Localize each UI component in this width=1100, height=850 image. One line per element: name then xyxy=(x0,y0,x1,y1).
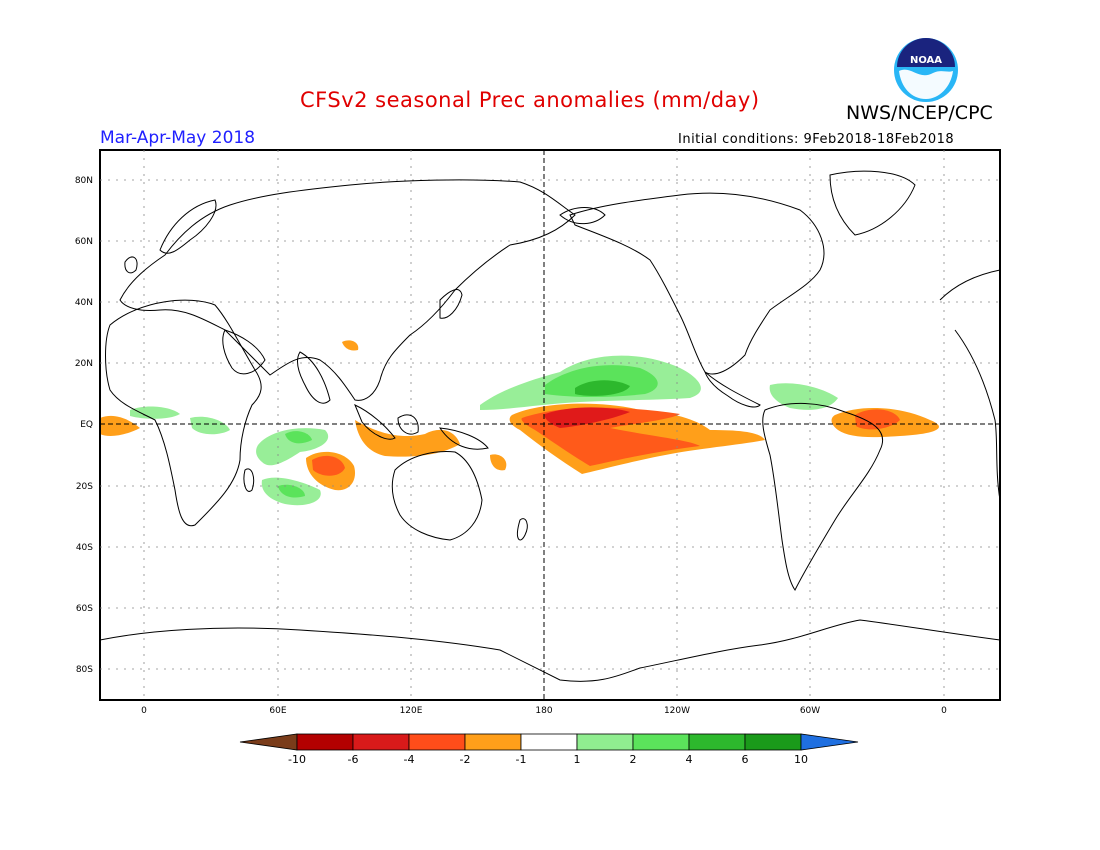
colorbar-label: -10 xyxy=(288,753,306,766)
indian-ocean-wet-core2 xyxy=(278,484,305,498)
colorbar-swatch xyxy=(464,733,522,751)
lon-label: 0 xyxy=(941,706,947,716)
india-coast xyxy=(297,351,331,404)
africa-west-dry xyxy=(100,415,140,436)
colorbar-label: 2 xyxy=(630,753,637,766)
east-africa-wet xyxy=(130,406,180,419)
gridlines xyxy=(100,150,1000,700)
europe-wrap-coast xyxy=(939,269,1001,301)
colorbar-label: 6 xyxy=(742,753,749,766)
pacific-wet-mid xyxy=(545,365,658,397)
colorbar-label: -6 xyxy=(348,753,359,766)
madagascar-coast xyxy=(243,468,255,492)
lat-label: 80S xyxy=(76,665,93,675)
colorbar-arrow-right xyxy=(800,733,859,751)
south-america-coast xyxy=(762,403,883,591)
africa-coast xyxy=(105,299,262,527)
atlantic-dry-core xyxy=(855,409,900,430)
initial-conditions-label: Initial conditions: 9Feb2018-18Feb2018 xyxy=(678,132,955,147)
antarctica-coast xyxy=(99,619,1001,682)
indian-ocean-wet-core xyxy=(285,431,312,444)
uk-coast xyxy=(124,256,138,274)
colorbar-swatch xyxy=(352,733,410,751)
colorbar-label: -2 xyxy=(460,753,471,766)
lon-label: 0 xyxy=(141,706,147,716)
lat-label: EQ xyxy=(80,420,93,430)
lon-label: 60E xyxy=(269,706,286,716)
noaa-logo-text: NOAA xyxy=(910,55,942,66)
colorbar-label: 4 xyxy=(686,753,693,766)
indian-ocean-wet-2 xyxy=(261,477,321,506)
agency-label: NWS/NCEP/CPC xyxy=(846,102,993,124)
borneo-coast xyxy=(397,414,419,435)
colorbar-swatch xyxy=(744,733,802,751)
colorbar-swatch xyxy=(632,733,690,751)
lat-labels: 80N 60N 40N 20N EQ 20S 40S 60S 80S xyxy=(75,176,93,675)
noaa-logo: NOAA xyxy=(894,38,958,102)
lat-label: 60S xyxy=(76,604,93,614)
lon-label: 60W xyxy=(800,706,820,716)
bay-bengal-dry xyxy=(342,340,359,351)
lat-label: 80N xyxy=(75,176,93,186)
africa-wrap-coast xyxy=(954,329,1001,501)
alaska-coast xyxy=(559,207,606,225)
arabia-coast xyxy=(222,329,266,375)
eurasia-coast xyxy=(119,179,576,401)
sw-pacific-dry xyxy=(490,454,507,471)
australia-coast xyxy=(391,451,483,541)
indian-ocean-dry-core xyxy=(312,455,345,476)
colorbar-labels: -10 -6 -4 -2 -1 1 2 4 6 10 xyxy=(288,753,808,766)
pacific-dry-mid xyxy=(521,407,700,466)
lat-label: 20S xyxy=(76,482,93,492)
colorbar-swatch xyxy=(688,733,746,751)
anomaly-shading xyxy=(100,340,939,506)
lon-label: 180 xyxy=(535,706,552,716)
map-frame xyxy=(99,149,1001,701)
lat-label: 60N xyxy=(75,237,93,247)
lat-label: 20N xyxy=(75,359,93,369)
lon-label: 120E xyxy=(400,706,423,716)
atlantic-dry-outer xyxy=(831,407,939,438)
coastlines xyxy=(99,170,1001,682)
equatorial-wet-west xyxy=(190,416,230,435)
colorbar-label: -1 xyxy=(516,753,527,766)
colorbar-swatch xyxy=(520,733,578,751)
lon-label: 120W xyxy=(664,706,690,716)
colorbar-swatch xyxy=(296,733,354,751)
lat-label: 40S xyxy=(76,543,93,553)
colorbar-arrow-left xyxy=(239,733,298,751)
season-label: Mar-Apr-May 2018 xyxy=(100,128,256,148)
colorbar-label: -4 xyxy=(404,753,415,766)
indian-ocean-dry-outer xyxy=(306,451,356,491)
maritime-dry xyxy=(355,420,460,457)
caribbean-wet xyxy=(769,383,838,410)
pacific-wet-core xyxy=(575,380,630,396)
pacific-dry-outer xyxy=(509,403,765,474)
pacific-dry-core xyxy=(544,407,630,428)
lat-label: 40N xyxy=(75,298,93,308)
lon-labels: 0 60E 120E 180 120W 60W 0 xyxy=(141,706,947,716)
colorbar-label: 10 xyxy=(794,753,808,766)
colorbar-swatch xyxy=(408,733,466,751)
sumatra-borneo xyxy=(354,404,396,440)
colorbar-swatch xyxy=(576,733,634,751)
colorbar-label: 1 xyxy=(574,753,581,766)
new-zealand-coast xyxy=(517,518,528,541)
japan-coast xyxy=(439,289,463,319)
new-guinea-coast xyxy=(438,427,489,450)
central-america-coast xyxy=(704,371,761,408)
north-america-coast xyxy=(569,192,825,375)
scandinavia-coast xyxy=(159,199,217,254)
equator-dateline xyxy=(100,150,1000,700)
pacific-wet-outer xyxy=(480,355,701,410)
colorbar xyxy=(239,733,859,751)
indian-ocean-wet-1 xyxy=(256,428,329,466)
greenland-coast xyxy=(829,170,916,236)
map-title: CFSv2 seasonal Prec anomalies (mm/day) xyxy=(300,88,760,112)
